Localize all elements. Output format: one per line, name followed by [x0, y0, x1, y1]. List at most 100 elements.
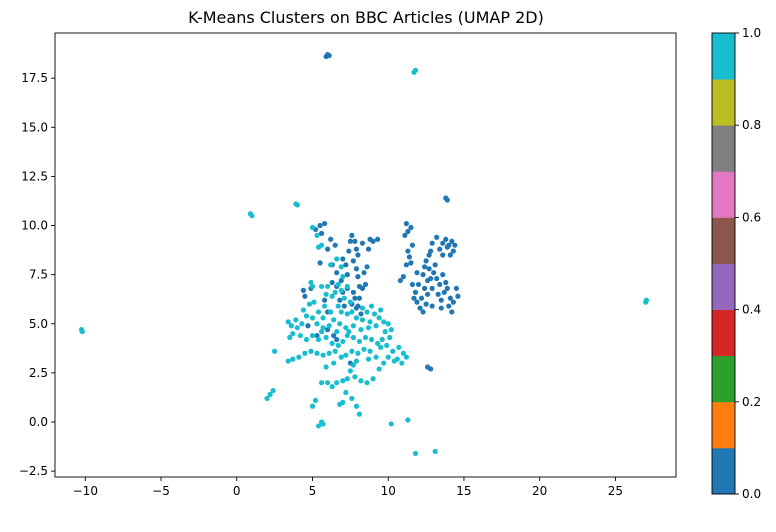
colorbar-swatch — [712, 447, 735, 495]
colorbar-swatch — [712, 171, 735, 218]
y-tick-label: 5.0 — [29, 317, 48, 331]
data-point-cluster-1 — [302, 350, 308, 356]
data-point-cluster-1 — [411, 69, 417, 75]
data-point-cluster-0 — [428, 275, 434, 282]
data-point-cluster-0 — [435, 291, 441, 297]
data-point-cluster-0 — [428, 248, 434, 254]
colorbar-swatch — [712, 79, 735, 126]
x-tick-label: 0 — [233, 484, 241, 498]
data-point-cluster-0 — [405, 228, 411, 235]
colorbar-tick-label: 1.0 — [742, 26, 761, 40]
data-point-cluster-1 — [309, 315, 316, 321]
data-point-cluster-1 — [388, 421, 394, 427]
data-point-cluster-1 — [364, 380, 370, 386]
data-point-cluster-0 — [355, 303, 361, 309]
data-point-cluster-0 — [429, 240, 435, 246]
data-point-cluster-0 — [434, 234, 440, 240]
data-point-cluster-1 — [309, 403, 316, 409]
data-point-cluster-1 — [344, 311, 350, 317]
data-point-cluster-1 — [365, 325, 372, 331]
data-point-cluster-0 — [443, 279, 449, 286]
data-point-cluster-1 — [378, 344, 384, 350]
colorbar-swatch — [712, 33, 735, 80]
data-point-cluster-1 — [350, 362, 356, 368]
data-point-cluster-1 — [320, 325, 326, 331]
data-point-cluster-0 — [355, 252, 361, 258]
data-point-cluster-1 — [318, 283, 325, 290]
data-point-cluster-0 — [447, 252, 453, 258]
data-point-cluster-0 — [343, 262, 349, 268]
data-point-cluster-1 — [328, 262, 334, 268]
data-point-cluster-0 — [426, 266, 432, 272]
data-point-cluster-0 — [418, 295, 425, 301]
data-point-cluster-1 — [329, 340, 335, 347]
data-point-cluster-0 — [329, 279, 335, 286]
data-point-cluster-1 — [329, 293, 335, 299]
data-point-cluster-0 — [338, 277, 344, 284]
data-point-cluster-1 — [326, 323, 332, 329]
data-point-cluster-1 — [303, 313, 310, 319]
data-point-cluster-0 — [437, 246, 443, 252]
data-point-cluster-0 — [434, 275, 440, 282]
data-point-cluster-1 — [391, 358, 397, 364]
data-point-cluster-0 — [344, 272, 350, 278]
data-point-cluster-0 — [362, 281, 369, 288]
data-point-cluster-1 — [371, 311, 378, 317]
data-point-cluster-0 — [429, 285, 435, 291]
y-tick-label: 7.5 — [29, 268, 48, 282]
data-point-cluster-0 — [443, 236, 449, 242]
data-point-cluster-1 — [312, 397, 319, 403]
data-point-cluster-0 — [328, 236, 334, 242]
data-point-cluster-1 — [356, 338, 363, 345]
data-point-cluster-1 — [399, 360, 405, 366]
data-point-cluster-1 — [309, 332, 316, 339]
data-point-cluster-0 — [359, 240, 366, 246]
data-point-cluster-1 — [285, 358, 291, 364]
data-point-cluster-1 — [385, 321, 391, 327]
data-point-cluster-0 — [353, 246, 360, 252]
colorbar-swatch — [712, 401, 735, 449]
data-point-cluster-1 — [344, 283, 350, 290]
data-point-cluster-1 — [334, 329, 340, 335]
data-point-cluster-1 — [381, 319, 387, 325]
data-point-cluster-1 — [350, 334, 356, 341]
data-point-cluster-1 — [353, 403, 360, 409]
data-point-cluster-1 — [332, 348, 338, 354]
data-point-cluster-0 — [414, 270, 420, 276]
data-point-cluster-1 — [338, 354, 344, 360]
data-point-cluster-1 — [290, 356, 296, 362]
data-point-cluster-0 — [370, 238, 376, 244]
data-point-cluster-1 — [340, 338, 346, 345]
data-point-cluster-1 — [349, 348, 355, 354]
colorbar-tick-label: 0.4 — [742, 303, 761, 317]
data-point-cluster-0 — [350, 289, 356, 295]
data-point-cluster-1 — [381, 360, 387, 366]
x-tick-label: −5 — [152, 484, 170, 498]
data-point-cluster-1 — [337, 321, 343, 327]
data-point-cluster-1 — [296, 354, 302, 360]
chart-title: K-Means Clusters on BBC Articles (UMAP 2… — [188, 8, 544, 27]
data-point-cluster-1 — [362, 334, 369, 341]
data-point-cluster-1 — [335, 281, 341, 288]
data-point-cluster-0 — [428, 366, 434, 372]
data-point-cluster-0 — [352, 238, 358, 244]
data-point-cluster-0 — [440, 252, 446, 258]
data-point-cluster-1 — [334, 256, 340, 262]
axes-frame — [54, 32, 677, 478]
data-point-cluster-1 — [315, 423, 322, 429]
data-point-cluster-1 — [358, 327, 364, 333]
data-point-cluster-1 — [311, 299, 317, 305]
data-point-cluster-1 — [272, 348, 278, 354]
data-point-cluster-1 — [293, 317, 299, 323]
data-point-cluster-0 — [446, 303, 452, 309]
x-axis: −10 −5 0 5 10 15 20 25 — [73, 477, 623, 498]
data-point-cluster-1 — [353, 315, 360, 321]
data-point-cluster-0 — [317, 222, 323, 229]
data-point-cluster-0 — [421, 285, 428, 291]
y-tick-label: 12.5 — [21, 169, 48, 183]
data-point-cluster-1 — [267, 391, 273, 398]
data-point-cluster-1 — [353, 358, 360, 364]
data-point-cluster-0 — [349, 232, 355, 238]
data-point-cluster-1 — [329, 384, 335, 390]
